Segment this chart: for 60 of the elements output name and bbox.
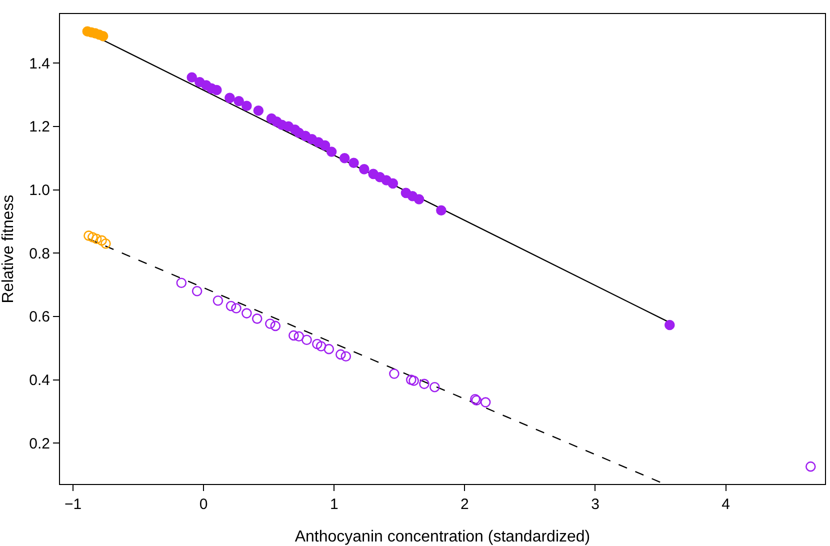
point bbox=[270, 320, 281, 332]
y-axis-title: Relative fitness bbox=[0, 194, 17, 304]
y-tick-label: 1.2 bbox=[29, 118, 50, 136]
point bbox=[340, 351, 352, 362]
y-tick-label: 0.8 bbox=[29, 245, 50, 262]
y-tick-label: 1.4 bbox=[29, 55, 50, 72]
point bbox=[414, 194, 424, 204]
point bbox=[84, 230, 94, 241]
point bbox=[231, 303, 242, 314]
x-tick-label: 2 bbox=[460, 496, 469, 513]
point bbox=[389, 368, 400, 379]
point bbox=[430, 382, 440, 392]
point bbox=[339, 152, 350, 164]
point bbox=[212, 295, 224, 306]
point bbox=[388, 178, 398, 189]
point bbox=[294, 331, 304, 342]
point bbox=[212, 84, 222, 96]
point bbox=[336, 349, 346, 360]
point bbox=[320, 140, 330, 151]
point bbox=[265, 318, 276, 329]
y-tick-label: 0.6 bbox=[29, 308, 50, 326]
x-tick-label: 0 bbox=[199, 496, 208, 513]
point bbox=[224, 92, 235, 104]
point bbox=[316, 341, 326, 352]
point bbox=[100, 238, 111, 249]
point bbox=[406, 374, 416, 385]
point bbox=[252, 314, 262, 324]
point bbox=[91, 234, 102, 244]
y-tick-label: 0.2 bbox=[29, 435, 50, 452]
x-tick-label: 3 bbox=[591, 496, 600, 513]
point bbox=[312, 338, 322, 350]
point bbox=[324, 344, 334, 354]
point bbox=[664, 320, 675, 330]
point bbox=[87, 232, 98, 242]
y-tick-label: 1.0 bbox=[29, 182, 50, 200]
point bbox=[186, 72, 197, 82]
point bbox=[226, 300, 236, 312]
y-tick-label: 0.4 bbox=[29, 372, 50, 390]
point bbox=[176, 278, 187, 288]
point bbox=[805, 461, 816, 472]
point bbox=[436, 205, 446, 216]
x-axis-title: Anthocyanin concentration (standardized) bbox=[294, 528, 590, 546]
point bbox=[242, 308, 252, 318]
point bbox=[326, 146, 337, 157]
point bbox=[302, 334, 312, 346]
point bbox=[253, 105, 264, 116]
point bbox=[359, 164, 370, 174]
point bbox=[234, 96, 244, 106]
x-tick-label: 1 bbox=[330, 496, 338, 513]
point bbox=[192, 286, 202, 296]
point bbox=[419, 378, 430, 390]
point bbox=[242, 100, 252, 111]
point bbox=[96, 235, 107, 246]
point bbox=[348, 158, 359, 168]
point bbox=[480, 397, 491, 408]
x-tick-label: −1 bbox=[64, 496, 82, 513]
point bbox=[288, 330, 299, 341]
point bbox=[408, 376, 419, 386]
point bbox=[98, 31, 108, 42]
x-tick-label: 4 bbox=[722, 496, 730, 513]
